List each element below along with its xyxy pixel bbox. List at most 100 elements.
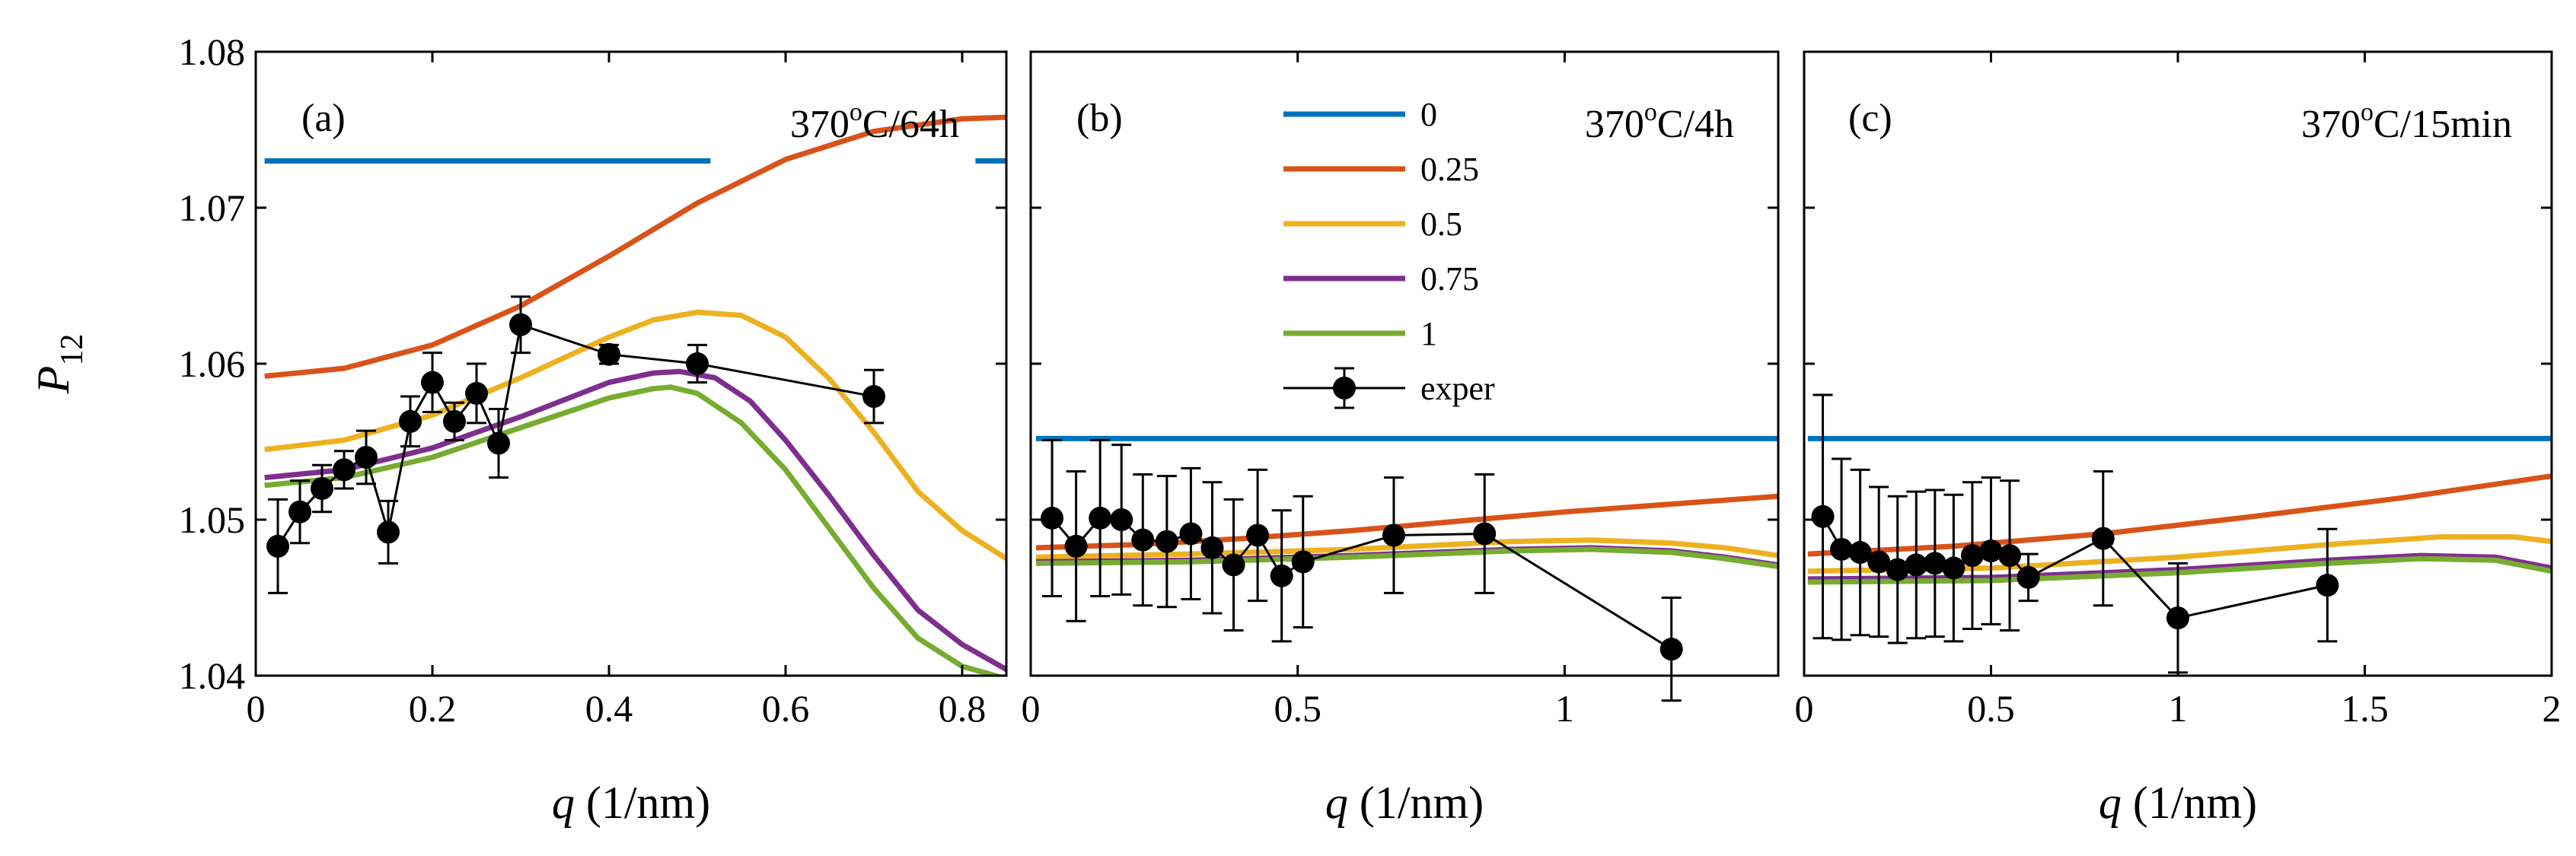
panel-a-exper-point	[266, 534, 289, 558]
panel-a-exper-point	[862, 385, 885, 409]
panel-a-exper-point	[686, 352, 709, 375]
panel-a-exper-point	[289, 500, 311, 523]
legend-label: 0.25	[1420, 151, 1479, 188]
panel-b-exper-point	[1041, 506, 1064, 530]
panel-a-series-0p75	[264, 368, 1006, 672]
panel-a-xtick-label: 0.8	[939, 687, 987, 730]
panel-c-exper-point	[1848, 541, 1872, 565]
panel-a-ytick-label: 1.04	[179, 654, 246, 697]
legend-entry-0: 0	[1283, 96, 1437, 133]
panel-a-exper-point	[333, 458, 355, 482]
panel-c-exper-point	[1811, 504, 1835, 528]
panel-c-exper-point	[1998, 544, 2022, 568]
legend-label: 0	[1420, 96, 1437, 133]
panel-b-letter: (b)	[1076, 97, 1123, 140]
panel-a-series-0p5	[264, 309, 1006, 562]
panel-c-exper-point	[1923, 552, 1946, 575]
panel-a-exper-point	[355, 446, 378, 469]
panel-a: 0 0.2 0.4 0.6 0.8 1.04 1.05 1.06 1.07 1.08 (a) 370o…	[28, 30, 1008, 828]
panel-a-exper-point	[465, 381, 488, 405]
panel-a-curves	[264, 114, 1006, 676]
panel-a-exper-point	[443, 409, 466, 433]
panel-a-xtick-label: 0.2	[409, 687, 457, 730]
panel-a-ylabel: P12	[28, 334, 90, 395]
panel-c-exper-point	[1867, 550, 1891, 574]
legend-entry-0p75: 0.75	[1283, 260, 1479, 298]
legend-entry-1: 1	[1283, 315, 1437, 352]
panel-a-exper-point	[598, 342, 620, 366]
panel-a-exper-point	[311, 477, 333, 500]
panel-c-series-0p25	[1807, 473, 2552, 557]
panel-b-exper-point	[1131, 528, 1155, 552]
panel-b-series-1	[1035, 546, 1778, 569]
panel-a-exper-point	[421, 371, 444, 394]
panel-a-exper-point	[377, 520, 400, 544]
panel-b-experiment	[1041, 438, 1683, 702]
legend-label: 1	[1420, 315, 1437, 352]
panel-b-exper-point	[1222, 553, 1245, 577]
panel-a-exper-point	[509, 313, 532, 336]
legend-entry-0p25: 0.25	[1283, 151, 1479, 188]
panel-b-condition: 370oC/4h	[1585, 98, 1734, 146]
panel-c-xtick-label: 0.5	[1967, 687, 2015, 730]
panel-c-exper-point	[2091, 527, 2115, 550]
panel-a-xlabel: q (1/nm)	[552, 778, 710, 828]
legend-entry-exper: exper	[1283, 367, 1495, 409]
panel-c-letter: (c)	[1848, 97, 1892, 140]
panel-b-exper-point	[1200, 536, 1224, 559]
panel-c-xtick-label: 1	[2169, 687, 2188, 730]
panel-a-ytick-label: 1.08	[179, 30, 246, 73]
panel-c-exper-point	[1942, 556, 1965, 580]
panel-b-exper-point	[1382, 523, 1405, 547]
panel-c-exper-point	[2316, 574, 2339, 597]
panel-b-xtick-label: 0	[1022, 687, 1041, 730]
panel-c-exper-point	[1830, 537, 1854, 561]
panel-a-letter: (a)	[301, 97, 346, 140]
panel-a-ytick-label: 1.07	[179, 186, 246, 229]
panel-c-condition: 370oC/15min	[2301, 98, 2512, 146]
panel-c-xtick-label: 1.5	[2341, 687, 2389, 730]
legend-label: exper	[1420, 370, 1495, 407]
panel-a-xtick-label: 0.6	[762, 687, 810, 730]
panel-c-exper-point	[1960, 544, 1984, 568]
panel-a-series-1	[264, 384, 1006, 676]
panel-a-experiment	[266, 295, 885, 594]
panel-b-exper-point	[1089, 506, 1112, 530]
panel-a-ytick-label: 1.06	[179, 342, 246, 385]
panel-b-xtick-label: 0.5	[1274, 687, 1321, 730]
panel-a-condition: 370oC/64h	[790, 98, 959, 146]
panel-b-xlabel: q (1/nm)	[1325, 778, 1484, 828]
panel-b: 0 0.5 1 (b) 370oC/4h q (1/nm)	[1022, 50, 1780, 828]
panel-a-exper-point	[487, 431, 510, 455]
panel-c-xtick-label: 2	[2543, 687, 2562, 730]
legend-marker	[1333, 377, 1356, 399]
panel-b-exper-point	[1291, 550, 1315, 574]
panel-c: 0 0.5 1 1.5 2 (c) 370oC/15min q (1/nm)	[1795, 50, 2562, 828]
panel-c-exper-point	[1905, 553, 1928, 577]
panel-c-exper-point	[2016, 565, 2040, 589]
panel-c-exper-point	[2166, 606, 2189, 630]
panel-b-exper-point	[1179, 522, 1203, 546]
legend-label: 0.75	[1420, 260, 1479, 298]
panel-b-exper-point	[1270, 564, 1293, 587]
panel-a-series-0p25	[264, 114, 1006, 379]
panel-c-xtick-label: 0	[1795, 687, 1814, 730]
legend-label: 0.5	[1420, 205, 1462, 243]
panel-b-exper-point	[1110, 508, 1133, 531]
panel-b-exper-point	[1659, 638, 1683, 661]
panel-b-exper-point	[1246, 523, 1270, 547]
panel-a-ytick-label: 1.05	[179, 498, 246, 541]
panel-a-xtick-label: 0.4	[585, 687, 633, 730]
panel-c-xlabel: q (1/nm)	[2099, 778, 2257, 828]
panel-b-xtick-label: 1	[1555, 687, 1574, 730]
panel-a-xtick-label: 0	[247, 687, 266, 730]
legend-entry-0p5: 0.5	[1283, 205, 1462, 243]
panel-b-series-0p25	[1035, 493, 1778, 551]
panel-b-exper-point	[1064, 534, 1088, 558]
panel-b-exper-point	[1473, 522, 1497, 546]
panel-c-experiment	[1811, 393, 2339, 674]
panel-a-exper-point	[399, 409, 422, 433]
legend: 0 0.25 0.5 0.75 1 exper	[1283, 96, 1495, 409]
panel-c-exper-point	[1886, 558, 1909, 581]
panel-c-exper-point	[1979, 539, 2003, 562]
